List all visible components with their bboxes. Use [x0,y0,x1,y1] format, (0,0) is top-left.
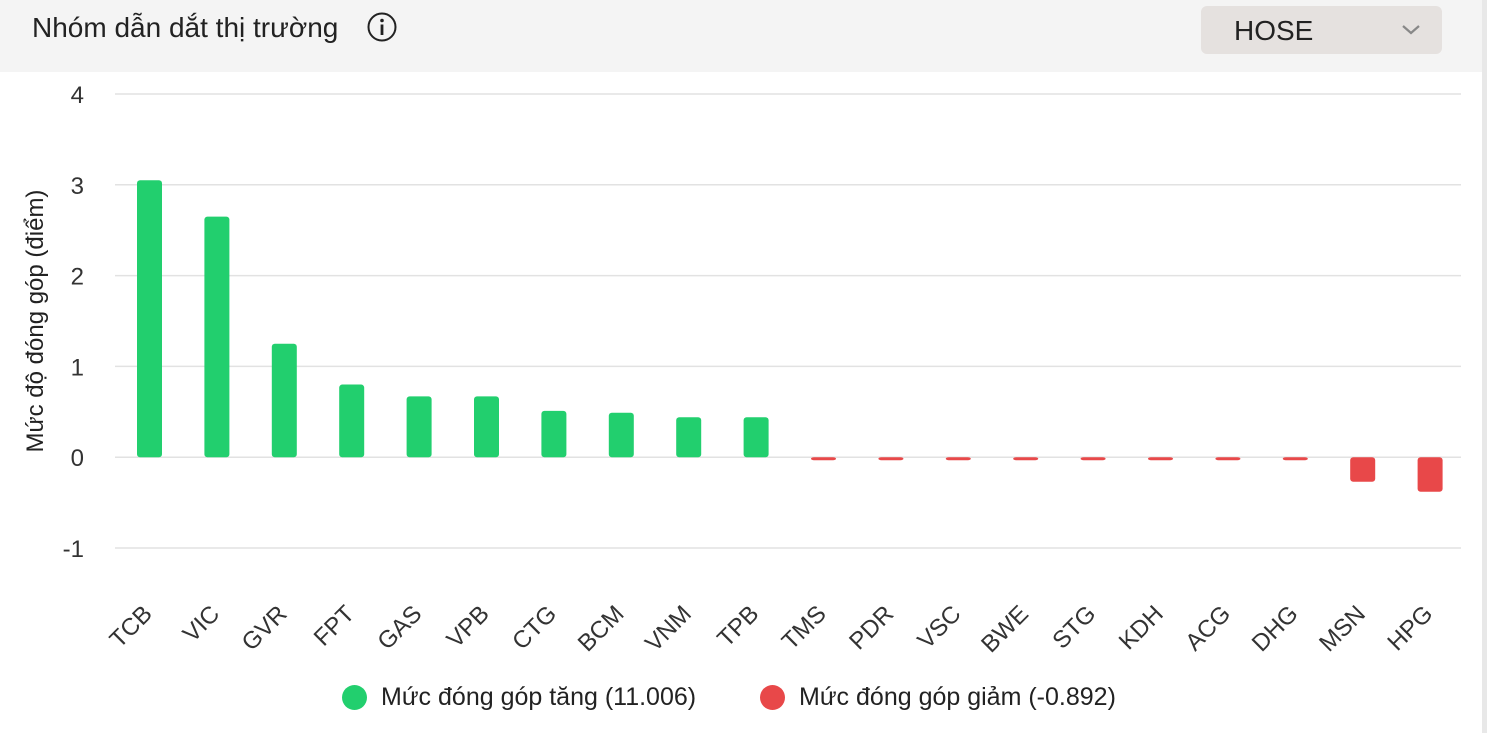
y-tick-label: 4 [71,82,84,109]
x-tick-label: KDH [1114,600,1169,655]
y-tick-label: -1 [63,536,84,563]
bar-hpg [1417,457,1443,492]
x-tick-label: STG [1047,600,1101,654]
legend-item-increase[interactable]: Mức đóng góp tăng (11.006) [342,680,696,714]
x-tick-label: TCB [105,600,158,653]
chevron-down-icon [1399,20,1423,40]
exchange-select-value: HOSE [1234,15,1314,46]
x-tick-label: VIC [178,600,225,647]
bar-vsc [945,457,971,461]
bar-tms [811,457,836,461]
bar-acg [1215,457,1241,461]
x-tick-label: VPB [442,600,495,653]
chart-title: Nhóm dẫn dắt thị trường [32,12,339,43]
x-tick-label: VNM [640,600,697,657]
y-axis-label: Mức độ đóng góp (điểm) [22,190,49,453]
bar-ctg [541,410,567,458]
bar-stg [1080,457,1106,461]
x-tick-label: GVR [237,600,293,656]
y-tick-label: 3 [71,173,84,200]
legend-label-decrease: Mức đóng góp giảm (-0.892) [799,682,1116,711]
exchange-select[interactable]: HOSE [1201,6,1442,54]
x-tick-label: BWE [976,600,1034,658]
x-tick-label: CTG [507,600,562,655]
bar-gas [406,396,432,458]
x-tick-label: TPB [712,600,764,652]
bar-vic [204,216,230,458]
y-tick-label: 2 [71,264,84,291]
bar-pdr [878,457,904,461]
x-tick-label: GAS [372,600,427,655]
x-tick-label: TMS [777,600,832,655]
x-tick-label: BCM [573,600,630,657]
y-tick-label: 0 [71,445,84,472]
bar-kdh [1148,457,1173,461]
info-circle-icon[interactable] [367,12,397,42]
bar-vpb [474,396,499,458]
bar-bcm [608,412,634,458]
x-tick-label: HPG [1382,600,1438,656]
x-tick-label: VSC [913,600,967,654]
bar-tpb [743,417,769,458]
legend-label-increase: Mức đóng góp tăng (11.006) [381,682,697,711]
x-tick-label: DHG [1247,600,1304,657]
bar-vnm [676,417,702,458]
chart-header: Nhóm dẫn dắt thị trường HOSE [0,0,1482,72]
legend-dot-increase [342,684,367,710]
bar-dhg [1282,457,1308,461]
y-tick-label: 1 [71,354,84,381]
x-tick-label: ACG [1180,600,1236,656]
x-tick-label: PDR [844,600,899,655]
legend-item-decrease[interactable]: Mức đóng góp giảm (-0.892) [760,680,1116,714]
bar-msn [1350,457,1376,482]
x-tick-label: FPT [309,600,360,651]
right-edge-border [1482,0,1487,733]
chart-legend: Mức đóng góp tăng (11.006) Mức đóng góp … [0,680,1482,714]
bar-chart: 4 3 2 1 0 -1 Mức độ đóng góp (điểm) TCB VIC GVR FP… [22,82,1461,658]
x-tick-label: MSN [1314,600,1371,657]
bar-gvr [271,343,297,458]
bar-fpt [339,384,365,458]
bar-tcb [137,180,162,458]
bar-bwe [1013,457,1039,461]
legend-dot-decrease [760,684,785,710]
